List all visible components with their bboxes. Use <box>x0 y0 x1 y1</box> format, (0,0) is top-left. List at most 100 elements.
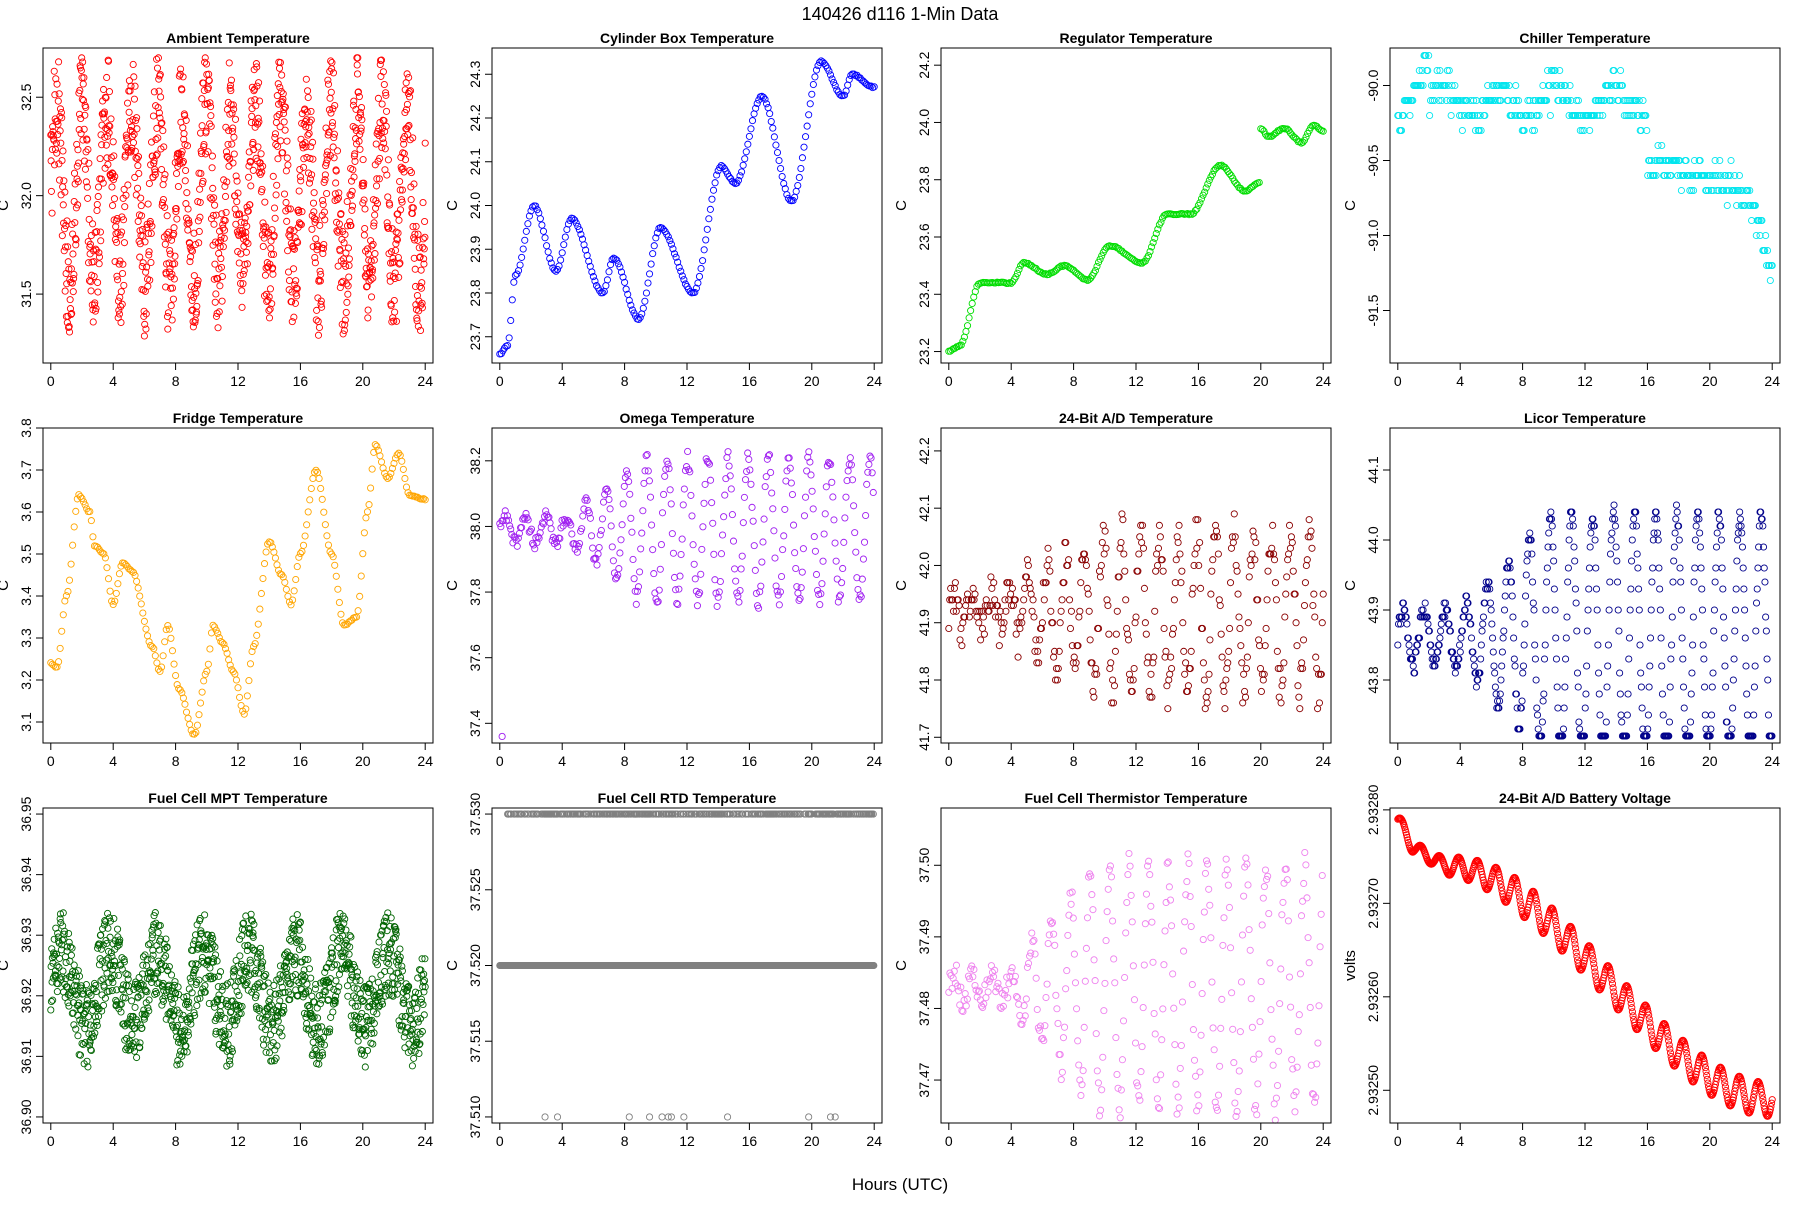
data-point <box>1741 607 1747 613</box>
data-point <box>845 468 851 474</box>
data-point <box>88 517 94 523</box>
data-point <box>125 182 131 188</box>
data-point <box>346 274 352 280</box>
data-point <box>830 494 836 500</box>
data-point <box>813 571 819 577</box>
data-point <box>1767 277 1773 283</box>
data-point <box>651 243 657 249</box>
data-point <box>714 603 720 609</box>
data-point <box>1136 551 1142 557</box>
data-point <box>1681 705 1687 711</box>
data-point <box>304 522 310 528</box>
data-point <box>103 957 109 963</box>
data-point <box>212 202 218 208</box>
data-point <box>332 562 338 568</box>
data-point <box>768 469 774 475</box>
data-point <box>168 972 174 978</box>
y-tick-label: 24.2 <box>916 51 932 78</box>
data-point <box>1611 502 1617 508</box>
data-point <box>1702 712 1708 718</box>
data-point <box>215 325 221 331</box>
data-point <box>335 586 341 592</box>
data-point <box>1000 625 1006 631</box>
data-point <box>1230 539 1236 545</box>
x-tick-label: 20 <box>1253 373 1269 389</box>
data-point <box>1302 580 1308 586</box>
data-point <box>1024 557 1030 563</box>
data-point <box>1492 684 1498 690</box>
data-point <box>372 442 378 448</box>
data-point <box>258 590 264 596</box>
data-point <box>866 461 872 467</box>
data-point <box>80 81 86 87</box>
data-point <box>545 249 551 255</box>
data-point <box>201 678 207 684</box>
data-point <box>1273 597 1279 603</box>
data-point <box>268 245 274 251</box>
data-point <box>422 234 428 240</box>
x-tick-label: 8 <box>172 373 180 389</box>
data-point <box>1541 691 1547 697</box>
data-point <box>741 494 747 500</box>
panel-title: Regulator Temperature <box>1060 30 1213 46</box>
y-axis-label: C <box>1342 200 1359 211</box>
data-point <box>368 294 374 300</box>
points-licor <box>1395 502 1775 739</box>
data-point <box>688 492 694 498</box>
data-point <box>1097 574 1103 580</box>
data-point <box>218 255 224 261</box>
data-point <box>378 459 384 465</box>
data-point <box>1471 656 1477 662</box>
data-point <box>1473 684 1479 690</box>
data-point <box>1301 602 1307 608</box>
data-point <box>153 990 159 996</box>
data-point <box>105 955 111 961</box>
data-point <box>758 583 764 589</box>
data-point <box>972 591 978 597</box>
data-point <box>669 531 675 537</box>
data-point <box>807 101 813 107</box>
data-point <box>315 318 321 324</box>
data-point <box>1231 511 1237 517</box>
data-point <box>125 976 131 982</box>
data-point <box>958 625 964 631</box>
data-point <box>1241 671 1247 677</box>
y-axis-label: C <box>0 580 12 591</box>
data-point <box>160 127 166 133</box>
data-point <box>773 142 779 148</box>
x-tick-label: 20 <box>1702 373 1718 389</box>
data-point <box>1763 628 1769 634</box>
data-point <box>170 296 176 302</box>
data-point <box>249 113 255 119</box>
data-point <box>1640 97 1646 103</box>
data-point <box>1256 637 1262 643</box>
x-tick-label: 12 <box>230 373 246 389</box>
data-point <box>248 98 254 104</box>
data-point <box>369 976 375 982</box>
data-point <box>1009 585 1015 591</box>
data-point <box>1320 591 1326 597</box>
data-point <box>329 59 335 65</box>
data-point <box>1616 628 1622 634</box>
data-point <box>742 156 748 162</box>
data-point <box>343 309 349 315</box>
data-point <box>1708 712 1714 718</box>
data-point <box>696 273 702 279</box>
data-point <box>636 569 642 575</box>
data-point <box>1604 684 1610 690</box>
data-point <box>117 294 123 300</box>
data-point <box>1270 522 1276 528</box>
data-point <box>1236 614 1242 620</box>
data-point <box>1056 648 1062 654</box>
data-point <box>406 74 412 80</box>
data-point <box>141 333 147 339</box>
data-point <box>196 228 202 234</box>
data-point <box>136 170 142 176</box>
data-point <box>522 237 528 243</box>
data-point <box>51 162 57 168</box>
data-point <box>851 503 857 509</box>
data-point <box>1733 586 1739 592</box>
data-point <box>1574 670 1580 676</box>
data-point <box>542 235 548 241</box>
